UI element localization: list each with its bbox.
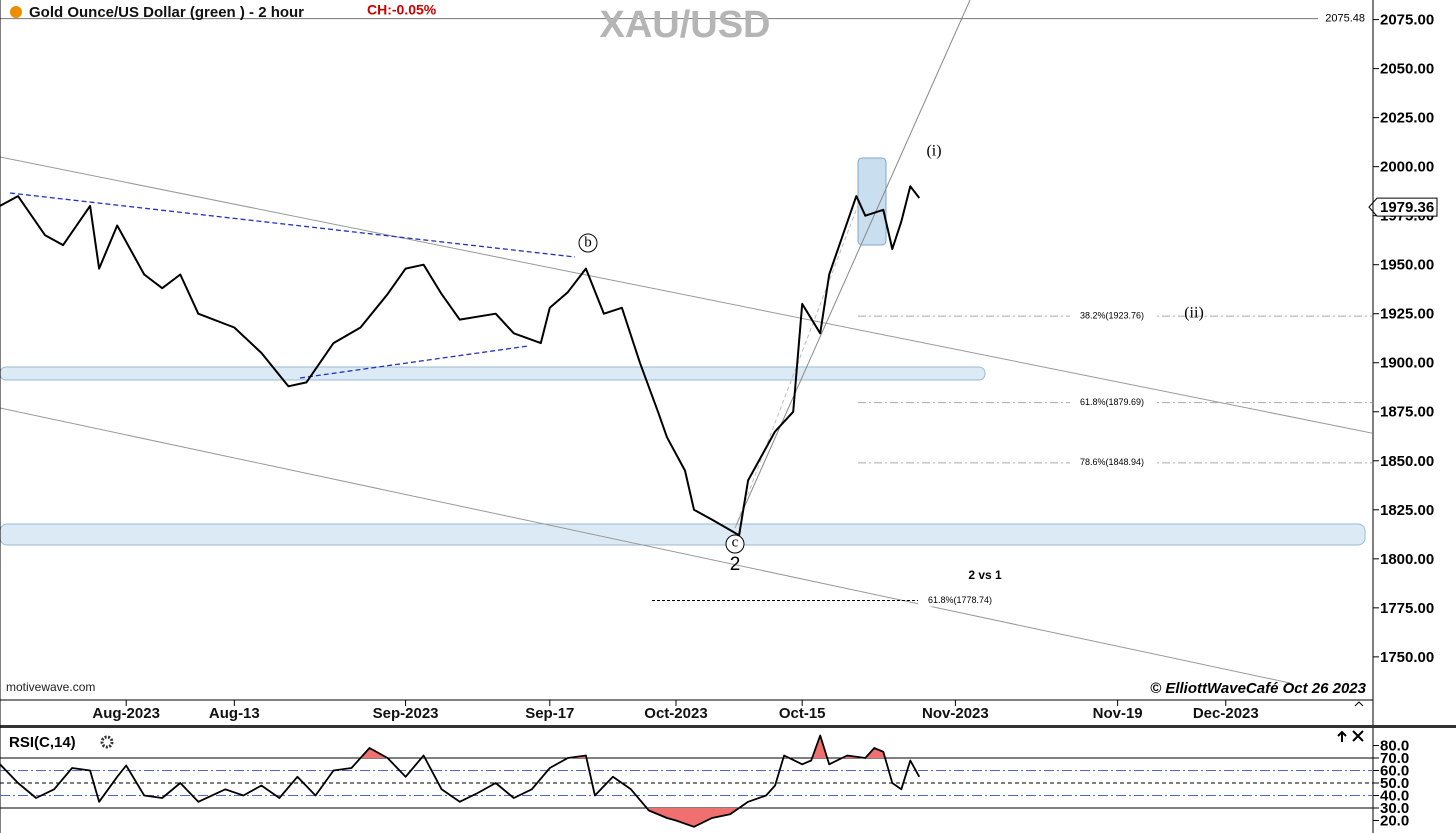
y-tick-label: 30.0	[1380, 800, 1409, 817]
fib-label: 38.2%(1923.76)	[1080, 311, 1144, 321]
support-zone	[0, 523, 1366, 546]
close-icon[interactable]	[1352, 730, 1364, 742]
scroll-arrow[interactable]	[1354, 701, 1364, 707]
trendline	[734, 0, 971, 529]
fib-label: 61.8%(1778.74)	[928, 595, 992, 605]
x-tick-label: Aug-2023	[92, 705, 160, 722]
x-tick-label: Oct-15	[779, 705, 826, 722]
y-tick-label: 2000.00	[1380, 159, 1434, 176]
x-tick-label: Aug-13	[209, 705, 260, 722]
wave-box	[857, 157, 887, 246]
price-panel: 1750.00 1775.00 1800.00 1825.00 1850.00 1875.…	[0, 12, 1438, 722]
y-tick-label: 2050.00	[1380, 61, 1434, 78]
chart-title: Gold Ounce/US Dollar (green ) - 2 hour	[29, 4, 304, 21]
maximize-icon[interactable]	[1337, 730, 1347, 742]
y-tick-label: 60.0	[1380, 762, 1409, 779]
y-tick-label: 1925.00	[1380, 306, 1434, 323]
y-tick-label: 40.0	[1380, 787, 1409, 804]
fib-label-bg	[918, 594, 1002, 607]
wave-label: c	[732, 534, 739, 550]
y-tick-label: 80.0	[1380, 737, 1409, 754]
y-tick-label: 2075.00	[1380, 12, 1434, 29]
annotation: 2 vs 1	[968, 568, 1002, 582]
x-tick-label: Dec-2023	[1193, 705, 1259, 722]
credit: © ElliottWaveCafé Oct 26 2023	[1150, 680, 1367, 697]
trendline	[0, 407, 1291, 684]
y-tick-label: 70.0	[1380, 750, 1409, 767]
trendline	[0, 156, 1372, 434]
panel-separator	[0, 725, 1456, 728]
fib-label: 78.6%(1848.94)	[1080, 457, 1144, 467]
y-tick-label: 20.0	[1380, 812, 1409, 829]
y-tick-label: 1875.00	[1380, 404, 1434, 421]
wave-label: 2	[730, 554, 741, 575]
y-tick-label: 2025.00	[1380, 110, 1434, 127]
wave-label: (ii)	[1184, 305, 1204, 322]
wave-circle	[578, 233, 598, 253]
change-label: CH:-0.05%	[367, 2, 437, 18]
trendline	[9, 192, 576, 258]
source: motivewave.com	[6, 680, 95, 694]
reference-label: 2075.48	[1325, 13, 1365, 25]
x-tick-label: Sep-17	[525, 705, 574, 722]
x-tick-label: Oct-2023	[644, 705, 707, 722]
y-tick-label: 1850.00	[1380, 453, 1434, 470]
drawings	[0, 0, 1372, 684]
fib-label-bg	[1070, 396, 1154, 409]
rsi-fill	[0, 808, 920, 827]
y-tick-label: 1750.00	[1380, 649, 1434, 666]
last-price-box	[1368, 197, 1438, 217]
status-dot	[10, 6, 22, 18]
fib-label-bg	[1070, 310, 1154, 323]
y-tick-label: 1825.00	[1380, 502, 1434, 519]
wave-circle	[725, 534, 745, 554]
fib-label-bg	[1070, 456, 1154, 469]
y-tick-label: 50.0	[1380, 775, 1409, 792]
y-tick-label: 1950.00	[1380, 257, 1434, 274]
y-tick-label: 1775.00	[1380, 600, 1434, 617]
rsi-title: RSI(C,14)	[9, 734, 76, 751]
x-tick-label: Nov-19	[1093, 705, 1143, 722]
support-zone	[0, 366, 986, 381]
wave-label: b	[584, 234, 592, 250]
y-tick-label: 1800.00	[1380, 551, 1434, 568]
price-line	[0, 734, 921, 828]
x-tick-label: Sep-2023	[373, 705, 439, 722]
trendline	[299, 345, 529, 379]
rsi-fill	[0, 735, 920, 758]
settings-icon[interactable]	[100, 735, 114, 749]
last-price-label: 1979.36	[1380, 199, 1434, 216]
watermark: XAU/USD	[599, 4, 770, 46]
wave-label: (i)	[926, 143, 941, 160]
x-tick-label: Nov-2023	[922, 705, 989, 722]
fib-label: 61.8%(1879.69)	[1080, 397, 1144, 407]
y-tick-label: 1900.00	[1380, 355, 1434, 372]
rsi-panel: 20.030.040.050.060.070.080.0	[0, 734, 1409, 829]
price-line	[0, 185, 921, 537]
